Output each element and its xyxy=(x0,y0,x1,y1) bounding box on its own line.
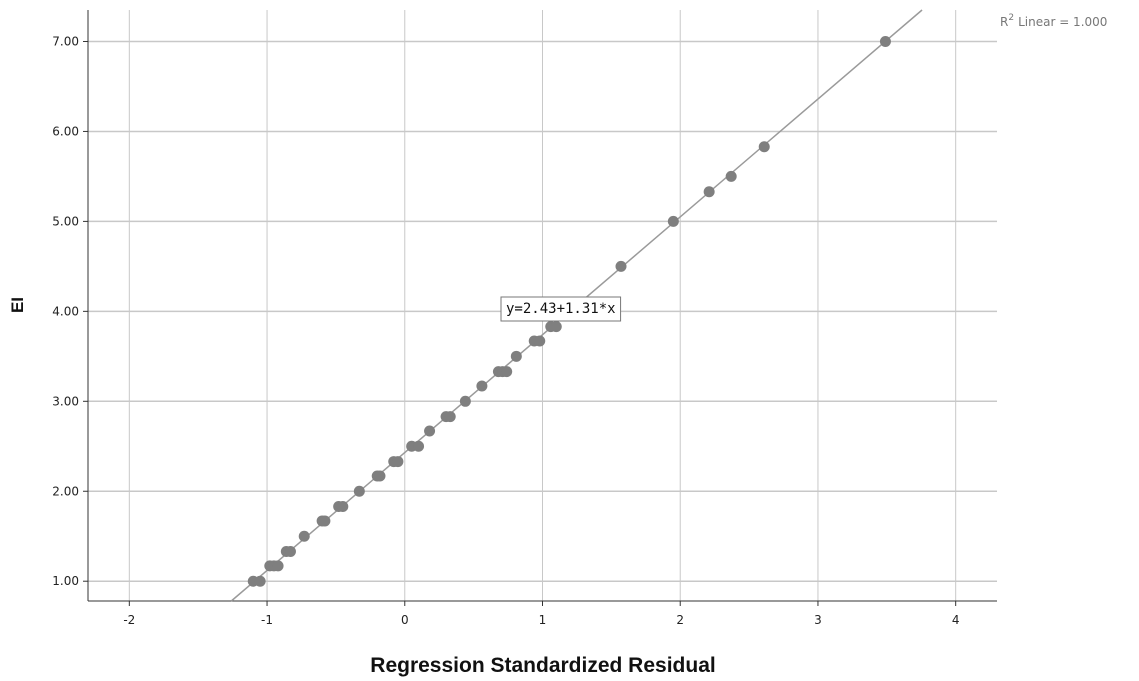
data-point-4 xyxy=(272,560,284,572)
data-point-1 xyxy=(254,575,266,587)
data-point-32 xyxy=(615,260,627,272)
data-point-18 xyxy=(413,440,425,452)
x-tick-label-1: -1 xyxy=(261,613,273,627)
r-squared-text: Linear = 1.000 xyxy=(1018,15,1107,29)
data-points xyxy=(247,35,891,587)
data-point-21 xyxy=(444,411,456,423)
data-point-19 xyxy=(424,425,436,437)
y-tick-label-6: 7.00 xyxy=(52,34,79,48)
data-point-9 xyxy=(319,515,331,527)
data-point-26 xyxy=(501,366,513,378)
data-point-27 xyxy=(510,350,522,362)
data-point-34 xyxy=(703,186,715,198)
data-point-12 xyxy=(353,485,365,497)
x-tick-label-5: 3 xyxy=(814,613,822,627)
r-squared-sup: 2 xyxy=(1008,13,1014,23)
gridlines xyxy=(88,10,997,601)
data-point-6 xyxy=(284,546,296,558)
data-point-14 xyxy=(374,470,386,482)
y-tick-label-2: 3.00 xyxy=(52,394,79,408)
x-tick-label-4: 2 xyxy=(676,613,684,627)
r-squared-prefix: R xyxy=(1000,15,1008,29)
y-tick-label-0: 1.00 xyxy=(52,574,79,588)
y-tick-label-5: 6.00 xyxy=(52,124,79,138)
fit-equation-frame xyxy=(500,296,622,322)
data-point-31 xyxy=(550,321,562,333)
data-point-23 xyxy=(476,380,488,392)
data-point-29 xyxy=(534,335,546,347)
data-point-37 xyxy=(879,35,891,47)
data-point-16 xyxy=(392,456,404,468)
y-tick-labels: 1.00 2.00 3.00 4.00 5.00 6.00 7.00 xyxy=(52,34,88,588)
y-tick-label-1: 2.00 xyxy=(52,484,79,498)
data-point-35 xyxy=(725,170,737,182)
y-axis-title: EI xyxy=(8,297,27,313)
data-point-33 xyxy=(667,215,679,227)
x-tick-label-6: 4 xyxy=(952,613,960,627)
x-tick-label-2: 0 xyxy=(401,613,409,627)
y-tick-label-3: 4.00 xyxy=(52,304,79,318)
y-tick-label-4: 5.00 xyxy=(52,214,79,228)
data-point-36 xyxy=(758,141,770,153)
x-axis-title: Regression Standardized Residual xyxy=(370,654,715,677)
data-point-11 xyxy=(337,501,349,513)
r-squared-label: R2 Linear = 1.000 xyxy=(1000,13,1107,29)
data-point-22 xyxy=(459,395,471,407)
fit-equation-box: y=2.43+1.31*x xyxy=(500,296,622,322)
x-tick-label-3: 1 xyxy=(539,613,547,627)
x-tick-label-0: -2 xyxy=(123,613,135,627)
x-tick-labels: -2 -1 0 1 2 3 4 xyxy=(123,601,960,627)
fit-equation-label: y=2.43+1.31*x xyxy=(506,301,616,317)
data-point-7 xyxy=(298,530,310,542)
